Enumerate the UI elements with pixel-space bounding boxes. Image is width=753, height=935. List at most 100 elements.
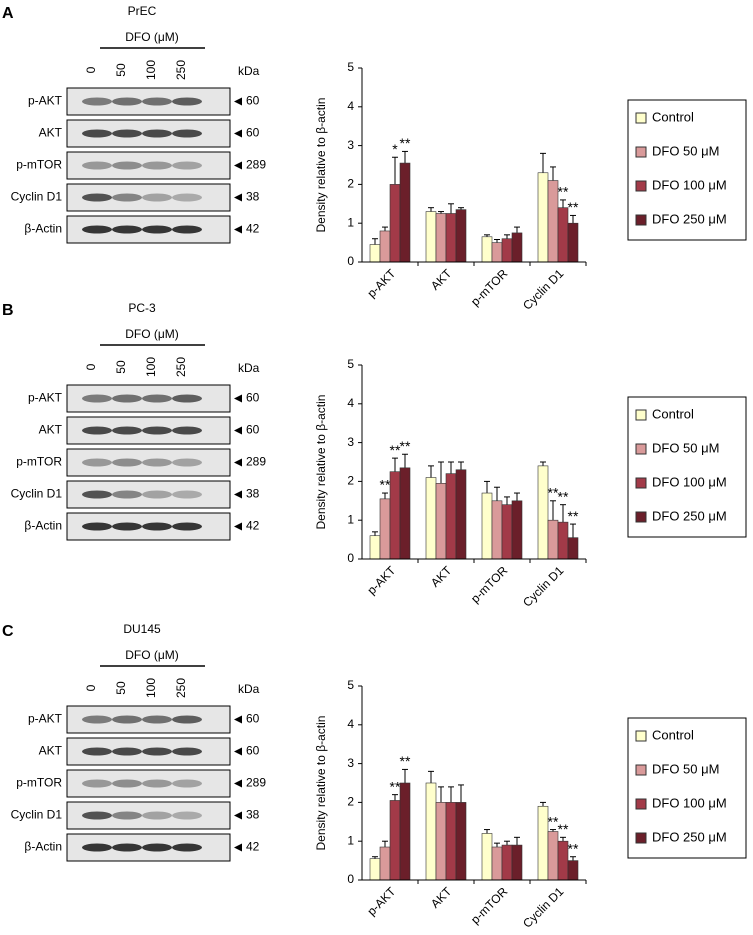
y-tick-label: 1 xyxy=(347,833,354,847)
legend-label: DFO 250 μM xyxy=(652,211,727,226)
lane-label: 250 xyxy=(174,357,188,377)
blot-box xyxy=(66,151,231,180)
lane-label: 50 xyxy=(114,681,128,695)
y-tick-label: 3 xyxy=(347,435,354,449)
significance: ** xyxy=(400,438,411,454)
kda-value: 60 xyxy=(246,94,260,108)
bar xyxy=(537,465,549,560)
blot-band xyxy=(172,161,202,170)
kda-value: 289 xyxy=(246,158,266,172)
blot-band xyxy=(142,843,172,852)
bar xyxy=(369,535,381,560)
blot-band xyxy=(172,129,202,138)
blot-band xyxy=(82,97,112,106)
cell-line: PC-3 xyxy=(128,301,156,315)
arrow xyxy=(234,811,242,820)
bar xyxy=(537,805,549,881)
bar xyxy=(425,477,437,560)
bar xyxy=(481,492,493,560)
protein-label: AKT xyxy=(39,744,63,758)
kda-value: 60 xyxy=(246,712,260,726)
blot-band xyxy=(112,811,142,820)
blot-band xyxy=(82,490,112,499)
kda-value: 42 xyxy=(246,840,260,854)
y-tick-label: 2 xyxy=(347,795,354,809)
bar xyxy=(547,180,559,263)
legend-label: DFO 250 μM xyxy=(652,829,727,844)
bar xyxy=(435,483,447,560)
blot-band xyxy=(112,747,142,756)
blot-band xyxy=(112,394,142,403)
arrow xyxy=(234,129,242,138)
blot-band xyxy=(172,490,202,499)
bar xyxy=(501,504,513,560)
x-tick-label: p-AKT xyxy=(364,563,398,597)
blot-band xyxy=(112,426,142,435)
blot-band xyxy=(142,161,172,170)
lane-label: 0 xyxy=(84,363,98,370)
bar xyxy=(501,844,513,881)
bar xyxy=(369,244,381,263)
blot-band xyxy=(142,97,172,106)
blot-band xyxy=(142,426,172,435)
kda-value: 60 xyxy=(246,423,260,437)
bar xyxy=(511,500,523,560)
kda-value: 289 xyxy=(246,776,266,790)
blot-band xyxy=(112,490,142,499)
protein-label: AKT xyxy=(39,423,63,437)
blot-band xyxy=(142,490,172,499)
blot-band xyxy=(142,129,172,138)
bar xyxy=(567,537,579,560)
blot-band xyxy=(112,129,142,138)
significance: ** xyxy=(400,135,411,151)
arrow xyxy=(234,97,242,106)
legend-swatch xyxy=(635,443,647,455)
kda-value: 42 xyxy=(246,519,260,533)
y-tick-label: 4 xyxy=(347,717,354,731)
arrow xyxy=(234,490,242,499)
blot-band xyxy=(172,843,202,852)
bar xyxy=(567,222,579,263)
bar xyxy=(481,236,493,263)
blot-band xyxy=(112,97,142,106)
significance: ** xyxy=(548,813,559,829)
x-tick-label: p-mTOR xyxy=(468,266,511,309)
arrow xyxy=(234,394,242,403)
y-tick-label: 1 xyxy=(347,215,354,229)
bar xyxy=(379,498,391,560)
y-axis-label: Density relative to β-actin xyxy=(314,395,328,530)
blot-band xyxy=(172,97,202,106)
cell-line: DU145 xyxy=(123,622,161,636)
legend-label: DFO 250 μM xyxy=(652,508,727,523)
blot-band xyxy=(82,811,112,820)
legend-label: DFO 50 μM xyxy=(652,143,719,158)
legend-swatch xyxy=(635,832,647,844)
x-tick-label: p-AKT xyxy=(364,884,398,918)
bar xyxy=(399,467,411,560)
blot-band xyxy=(142,811,172,820)
y-tick-label: 1 xyxy=(347,512,354,526)
bar xyxy=(501,238,513,263)
protein-label: p-mTOR xyxy=(16,158,62,172)
panel-letter: A xyxy=(2,5,14,22)
protein-label: p-AKT xyxy=(28,712,63,726)
y-tick-label: 3 xyxy=(347,756,354,770)
blot-band xyxy=(82,779,112,788)
y-tick-label: 4 xyxy=(347,99,354,113)
significance: * xyxy=(392,141,398,157)
blot-band xyxy=(112,779,142,788)
bar xyxy=(435,802,447,881)
blot-band xyxy=(82,843,112,852)
legend-swatch xyxy=(635,214,647,226)
y-tick-label: 2 xyxy=(347,474,354,488)
kda-value: 38 xyxy=(246,487,260,501)
protein-label: β-Actin xyxy=(24,840,62,854)
bar xyxy=(399,162,411,263)
cell-line: PrEC xyxy=(128,4,157,18)
blot-band xyxy=(142,779,172,788)
legend-swatch xyxy=(635,146,647,158)
x-tick-label: Cyclin D1 xyxy=(520,563,566,609)
protein-label: p-mTOR xyxy=(16,455,62,469)
blot-band xyxy=(172,811,202,820)
